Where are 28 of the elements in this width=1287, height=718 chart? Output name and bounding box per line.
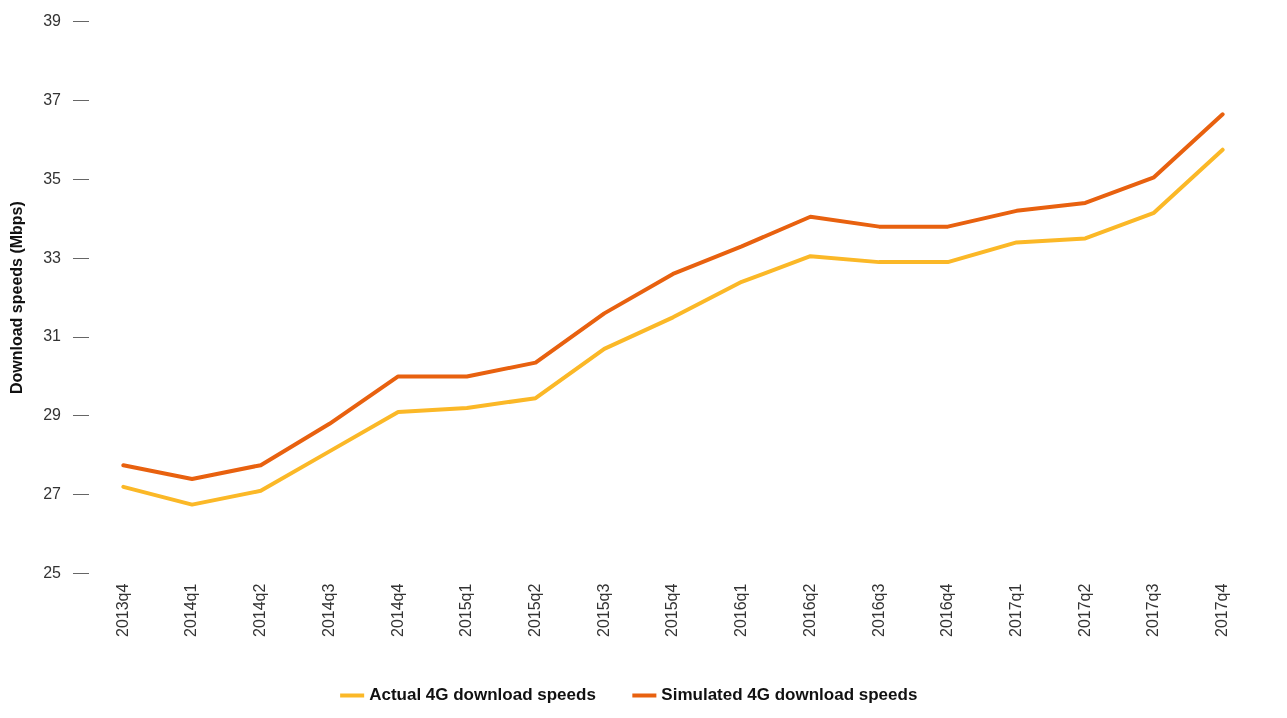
y-tick-label: 35 bbox=[43, 169, 62, 187]
legend-label: Simulated 4G download speeds bbox=[661, 685, 918, 705]
x-tick-label: 2017q2 bbox=[1075, 583, 1093, 637]
x-tick-label: 2014q2 bbox=[251, 583, 269, 637]
x-tick-label: 2015q1 bbox=[457, 583, 475, 637]
x-tick-label: 2014q1 bbox=[182, 583, 200, 637]
y-axis-title: Download speeds (Mbps) bbox=[8, 201, 26, 395]
x-tick-label: 2017q3 bbox=[1144, 583, 1162, 637]
x-tick-label: 2016q1 bbox=[732, 583, 750, 637]
x-tick-label: 2017q4 bbox=[1213, 583, 1231, 637]
x-tick-label: 2015q4 bbox=[663, 583, 681, 637]
x-tick-label: 2016q3 bbox=[869, 583, 887, 637]
y-tick-label: 27 bbox=[43, 485, 62, 503]
x-tick-label: 2016q2 bbox=[800, 583, 818, 637]
y-tick-label: 29 bbox=[43, 406, 62, 424]
x-tick-label: 2013q4 bbox=[113, 583, 131, 637]
x-tick-label: 2014q3 bbox=[319, 583, 337, 637]
x-tick-label: 2014q4 bbox=[388, 583, 406, 637]
legend-label: Actual 4G download speeds bbox=[369, 685, 596, 705]
y-tick-label: 37 bbox=[43, 90, 62, 108]
x-tick-label: 2015q3 bbox=[594, 583, 612, 637]
y-tick-label: 39 bbox=[43, 12, 62, 30]
x-tick-label: 2016q4 bbox=[938, 583, 956, 637]
y-tick-label: 25 bbox=[43, 564, 62, 582]
y-tick-label: 31 bbox=[43, 327, 62, 345]
y-tick-label: 33 bbox=[43, 248, 62, 266]
x-tick-label: 2015q2 bbox=[525, 583, 543, 637]
x-tick-label: 2017q1 bbox=[1006, 583, 1024, 637]
